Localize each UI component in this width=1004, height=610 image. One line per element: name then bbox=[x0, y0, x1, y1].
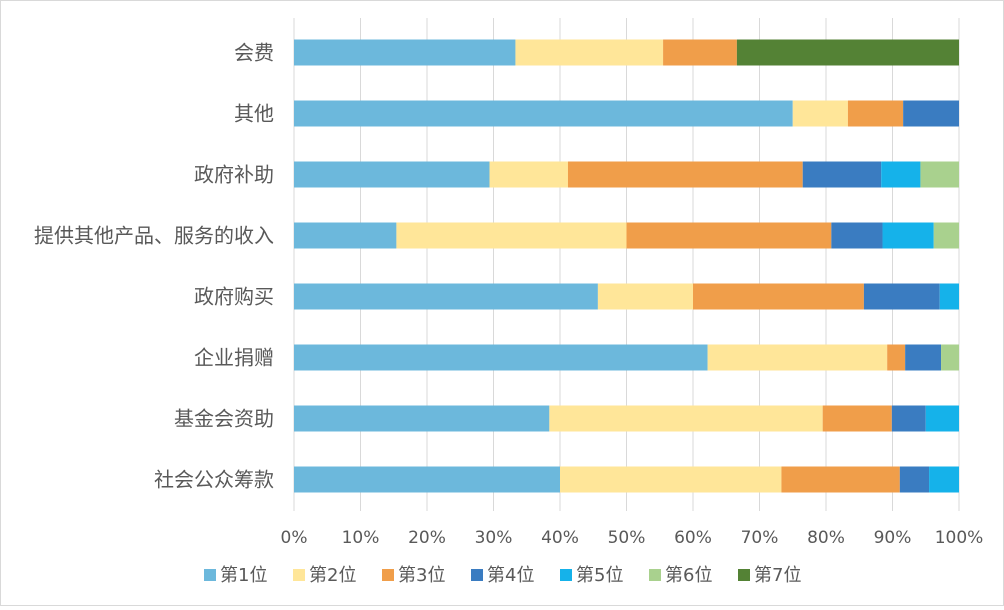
legend-swatch bbox=[738, 569, 750, 581]
category-label: 基金会资助 bbox=[174, 407, 274, 431]
bar-segment bbox=[597, 283, 693, 310]
x-tick-label: 0% bbox=[281, 528, 308, 548]
bar-segment bbox=[294, 161, 490, 188]
bar-segment bbox=[831, 222, 883, 249]
bar-segment bbox=[294, 405, 550, 432]
category-label: 政府补助 bbox=[194, 163, 274, 187]
bar-segment bbox=[920, 161, 959, 188]
x-tick-label: 30% bbox=[475, 528, 513, 548]
legend-swatch bbox=[649, 569, 661, 581]
bar-segment bbox=[941, 344, 959, 371]
bar-segment bbox=[549, 405, 823, 432]
legend-label: 第1位 bbox=[220, 565, 267, 586]
x-tick-label: 10% bbox=[342, 528, 380, 548]
bar-segment bbox=[294, 466, 560, 493]
x-tick-label: 90% bbox=[874, 528, 912, 548]
legend-label: 第5位 bbox=[576, 565, 623, 586]
bar-segment bbox=[939, 283, 959, 310]
category-label: 会费 bbox=[234, 41, 274, 65]
bar-segment bbox=[925, 405, 959, 432]
bar-segment bbox=[882, 222, 934, 249]
x-tick-label: 50% bbox=[608, 528, 646, 548]
bar-segment bbox=[736, 39, 959, 66]
bar-segment bbox=[781, 466, 900, 493]
bar-segment bbox=[294, 222, 397, 249]
bar-segment bbox=[905, 344, 942, 371]
bar-segment bbox=[663, 39, 737, 66]
legend-label: 第6位 bbox=[665, 565, 712, 586]
bar-segment bbox=[863, 283, 940, 310]
category-label: 企业捐赠 bbox=[194, 346, 274, 370]
bar-segment bbox=[929, 466, 959, 493]
bar-segment bbox=[887, 344, 906, 371]
bar-segment bbox=[515, 39, 664, 66]
legend-swatch bbox=[293, 569, 305, 581]
bar-segment bbox=[899, 466, 930, 493]
bar-segment bbox=[792, 100, 848, 127]
bar-segment bbox=[933, 222, 959, 249]
bar-segment bbox=[294, 344, 708, 371]
bar-segment bbox=[847, 100, 904, 127]
legend-swatch bbox=[560, 569, 572, 581]
bar-segment bbox=[891, 405, 926, 432]
category-label: 政府购买 bbox=[194, 285, 274, 309]
bar-segment bbox=[693, 283, 864, 310]
x-tick-label: 80% bbox=[807, 528, 845, 548]
bar-segment bbox=[822, 405, 892, 432]
legend-label: 第4位 bbox=[487, 565, 534, 586]
bar-segment bbox=[396, 222, 627, 249]
category-label: 社会公众筹款 bbox=[154, 468, 274, 492]
x-tick-label: 40% bbox=[541, 528, 579, 548]
legend-label: 第3位 bbox=[398, 565, 445, 586]
x-tick-label: 70% bbox=[741, 528, 779, 548]
x-tick-label: 60% bbox=[674, 528, 712, 548]
legend-swatch bbox=[471, 569, 483, 581]
bar-segment bbox=[560, 466, 782, 493]
legend-swatch bbox=[382, 569, 394, 581]
bar-segment bbox=[626, 222, 832, 249]
bar-segment bbox=[294, 100, 793, 127]
category-label: 提供其他产品、服务的收入 bbox=[34, 224, 274, 248]
bar-segment bbox=[802, 161, 882, 188]
legend: 第1位 第2位 第3位 第4位 第5位 第6位 第7位 bbox=[204, 565, 801, 586]
bar-segment bbox=[567, 161, 803, 188]
bar-segment bbox=[903, 100, 959, 127]
bars bbox=[294, 39, 959, 493]
category-label: 其他 bbox=[234, 102, 274, 126]
legend-label: 第7位 bbox=[754, 565, 801, 586]
bar-segment bbox=[294, 283, 598, 310]
x-tick-label: 100% bbox=[935, 528, 984, 548]
bar-segment bbox=[881, 161, 921, 188]
bar-segment bbox=[489, 161, 568, 188]
bar-segment bbox=[707, 344, 888, 371]
x-tick-labels: 0% 10% 20% 30% 40% 50% 60% 70% 80% 90% 100% bbox=[281, 528, 984, 548]
x-tick-label: 20% bbox=[408, 528, 446, 548]
legend-label: 第2位 bbox=[309, 565, 356, 586]
bar-segment bbox=[294, 39, 516, 66]
legend-swatch bbox=[204, 569, 216, 581]
